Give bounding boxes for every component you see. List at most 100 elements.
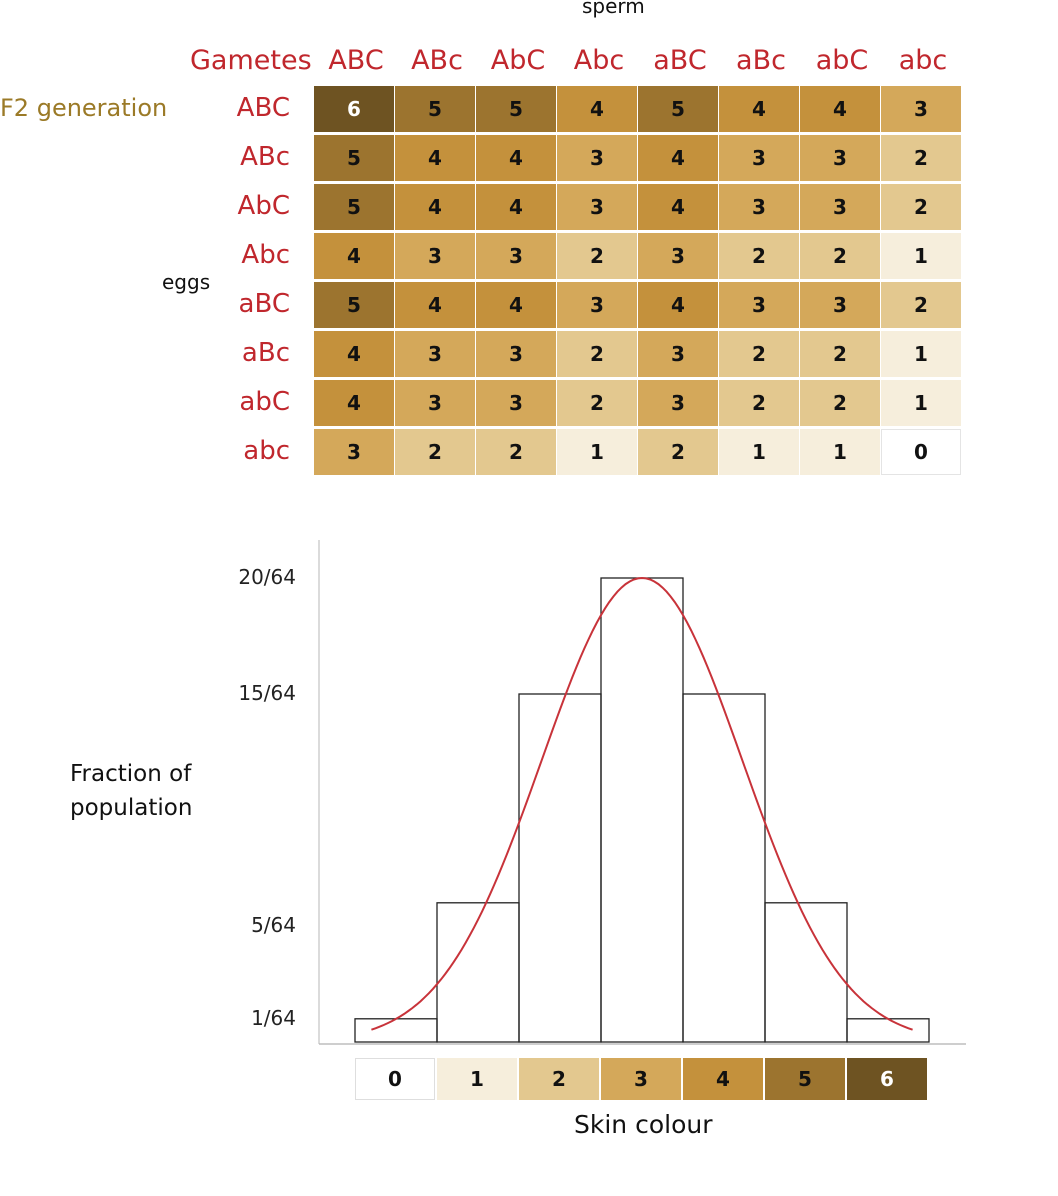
histogram-bar-0 (354, 1018, 438, 1043)
punnett-cell: 4 (638, 135, 718, 181)
punnett-cell: 4 (638, 282, 718, 328)
punnett-cell: 4 (314, 380, 394, 426)
skin-colour-swatch-5: 5 (765, 1058, 845, 1100)
skin-colour-swatch-0: 0 (355, 1058, 435, 1100)
punnett-cell: 2 (800, 331, 880, 377)
column-header-0: ABC (328, 45, 384, 76)
punnett-cell: 2 (881, 135, 961, 181)
column-header-6: abC (815, 45, 869, 76)
punnett-cell: 3 (638, 380, 718, 426)
punnett-cell: 2 (719, 233, 799, 279)
punnett-cell: 5 (314, 282, 394, 328)
punnett-cell: 4 (395, 184, 475, 230)
punnett-cell: 3 (395, 233, 475, 279)
punnett-cell: 4 (476, 184, 556, 230)
punnett-cell: 6 (314, 86, 394, 132)
punnett-cell: 4 (476, 135, 556, 181)
eggs-label: eggs (162, 270, 211, 294)
punnett-cell: 3 (800, 184, 880, 230)
y-tick-label: 1/64 (251, 1005, 296, 1030)
y-tick-label: 5/64 (251, 913, 296, 937)
punnett-cell: 1 (881, 233, 961, 279)
punnett-cell: 3 (800, 282, 880, 328)
normal-curve (371, 576, 913, 1031)
gametes-label: Gametes (190, 45, 312, 76)
punnett-cell: 1 (881, 331, 961, 377)
punnett-cell: 3 (638, 233, 718, 279)
punnett-cell: 5 (476, 86, 556, 132)
punnett-cell: 1 (800, 429, 880, 475)
punnett-cell: 4 (638, 184, 718, 230)
punnett-cell: 3 (395, 380, 475, 426)
y-axis-label: Fraction of population (70, 757, 192, 825)
row-header-1: ABc (240, 142, 290, 172)
punnett-cell: 2 (881, 282, 961, 328)
y-axis-label-line-2: population (70, 795, 193, 821)
row-header-6: abC (239, 387, 290, 417)
punnett-cell: 2 (557, 331, 637, 377)
punnett-cell: 1 (557, 429, 637, 475)
punnett-cell: 3 (719, 184, 799, 230)
punnett-cell: 1 (719, 429, 799, 475)
punnett-cell: 3 (395, 331, 475, 377)
column-header-7: abc (898, 45, 948, 76)
y-axis-label-line-1: Fraction of (70, 761, 192, 787)
row-header-4: aBC (238, 289, 290, 319)
row-header-3: Abc (241, 240, 290, 270)
punnett-cell: 4 (800, 86, 880, 132)
punnett-cell: 2 (557, 380, 637, 426)
punnett-cell: 5 (314, 135, 394, 181)
row-header-2: AbC (237, 191, 290, 221)
punnett-cell: 3 (557, 184, 637, 230)
punnett-cell: 4 (476, 282, 556, 328)
punnett-cell: 3 (314, 429, 394, 475)
punnett-cell: 3 (638, 331, 718, 377)
punnett-cell: 2 (638, 429, 718, 475)
punnett-cell: 5 (638, 86, 718, 132)
histogram-bar-3 (600, 577, 684, 1043)
row-header-0: ABC (236, 93, 290, 123)
histogram-bar-1 (436, 902, 520, 1043)
punnett-cell: 3 (476, 380, 556, 426)
skin-colour-swatch-3: 3 (601, 1058, 681, 1100)
y-tick-label: 15/64 (238, 681, 296, 705)
column-header-3: Abc (573, 45, 625, 76)
punnett-cell: 2 (476, 429, 556, 475)
punnett-cell: 2 (800, 233, 880, 279)
punnett-cell: 3 (881, 86, 961, 132)
row-header-5: aBc (241, 338, 290, 368)
punnett-cell: 3 (719, 135, 799, 181)
row-header-7: abc (243, 436, 290, 466)
punnett-cell: 4 (395, 282, 475, 328)
punnett-cell: 4 (314, 331, 394, 377)
punnett-cell: 4 (395, 135, 475, 181)
column-header-5: aBc (736, 45, 786, 76)
column-header-1: ABc (411, 45, 463, 76)
punnett-cell: 2 (719, 380, 799, 426)
punnett-cell: 0 (881, 429, 961, 475)
punnett-cell: 1 (881, 380, 961, 426)
punnett-cell: 2 (881, 184, 961, 230)
punnett-cell: 3 (476, 331, 556, 377)
punnett-cell: 5 (314, 184, 394, 230)
skin-colour-swatch-2: 2 (519, 1058, 599, 1100)
punnett-cell: 2 (800, 380, 880, 426)
punnett-cell: 3 (476, 233, 556, 279)
column-header-4: aBC (653, 45, 707, 76)
punnett-cell: 4 (557, 86, 637, 132)
punnett-cell: 2 (395, 429, 475, 475)
skin-colour-swatch-1: 1 (437, 1058, 517, 1100)
histogram-bar-2 (518, 693, 602, 1043)
punnett-cell: 4 (719, 86, 799, 132)
histogram-bar-4 (682, 693, 766, 1043)
column-header-2: AbC (490, 45, 546, 76)
skin-colour-swatch-4: 4 (683, 1058, 763, 1100)
punnett-cell: 3 (557, 282, 637, 328)
punnett-cell: 2 (719, 331, 799, 377)
punnett-cell: 2 (557, 233, 637, 279)
punnett-cell: 4 (314, 233, 394, 279)
histogram-bar-6 (846, 1018, 930, 1043)
f2-generation-label: F2 generation (0, 94, 168, 122)
skin-colour-swatch-6: 6 (847, 1058, 927, 1100)
